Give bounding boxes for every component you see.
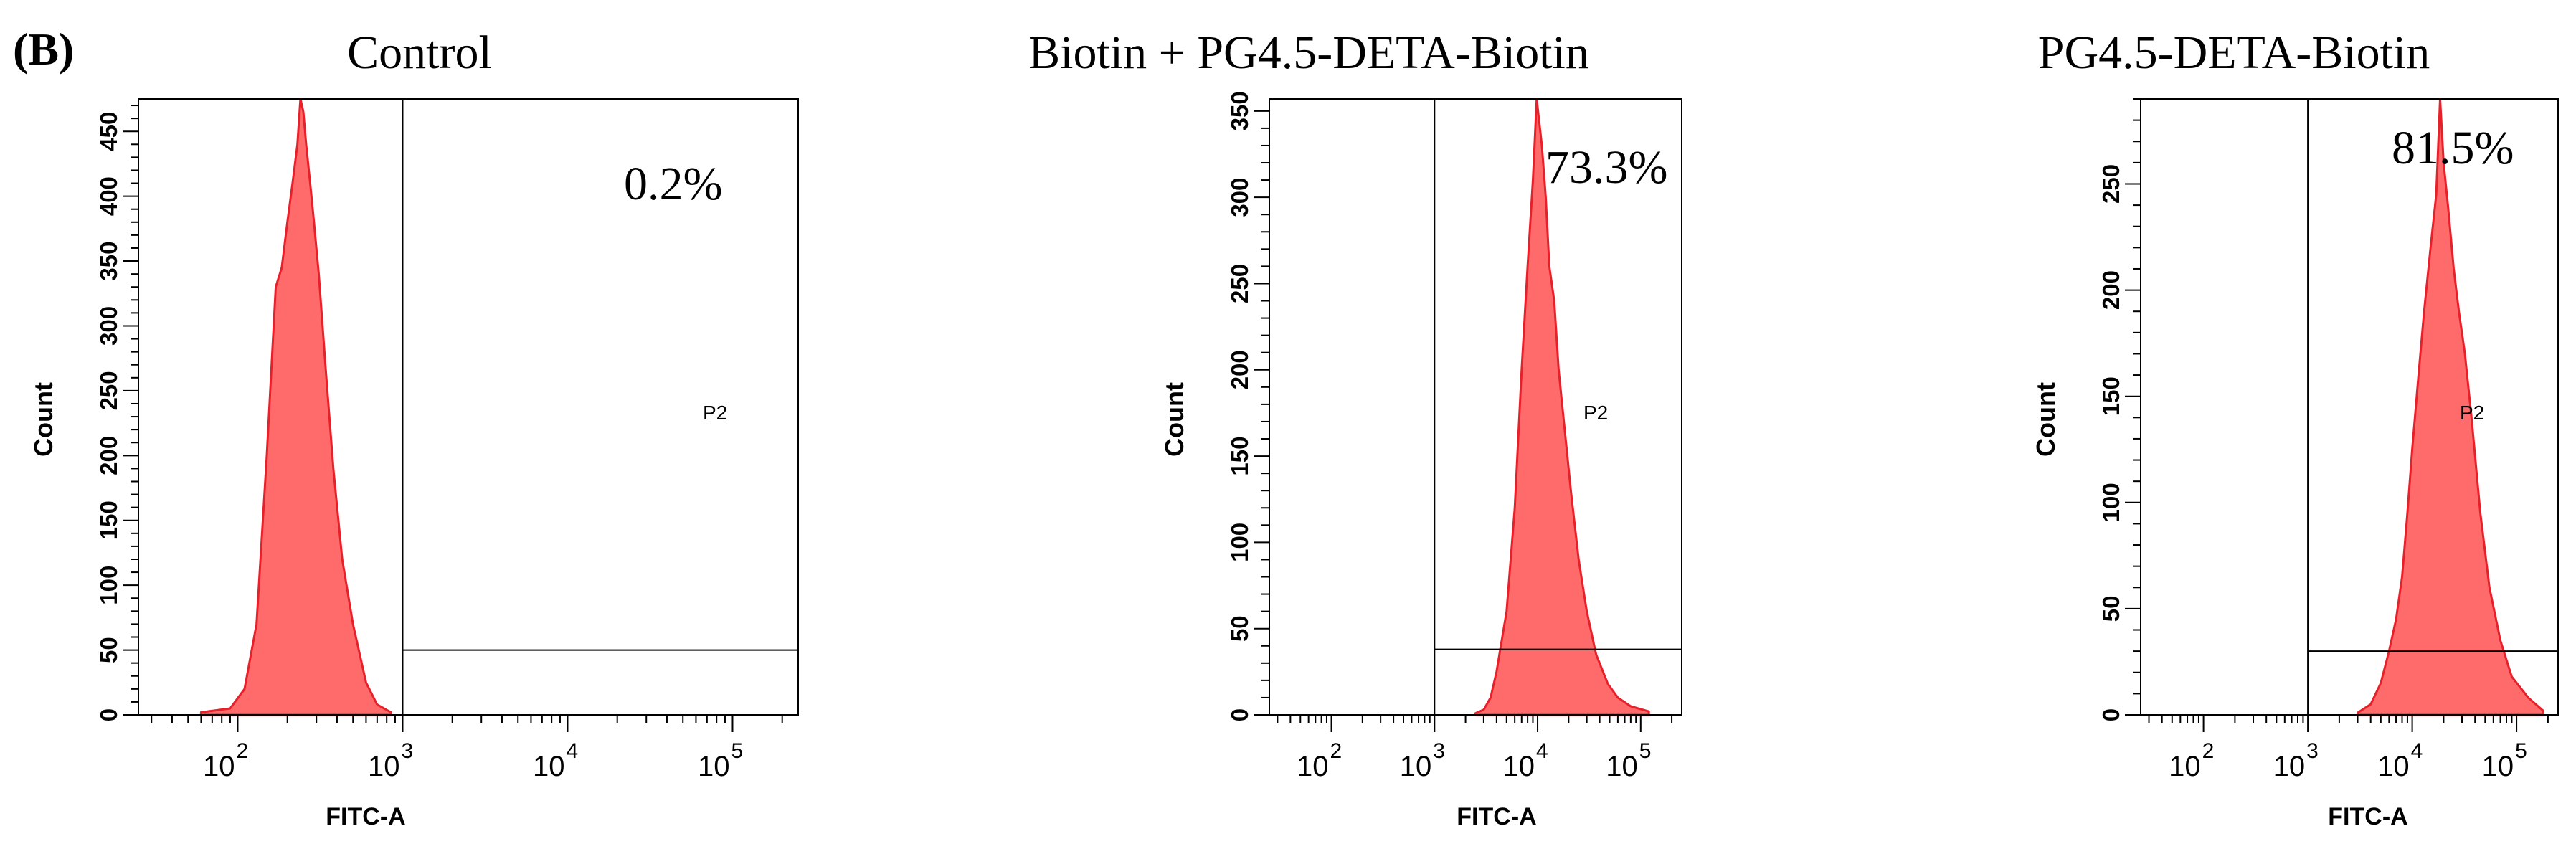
histogram-panel-1: Control P2 0.2% 0 50 100 150 200 250 300 350 400 450… [29, 27, 799, 830]
gate-percent-label: 0.2% [624, 158, 722, 210]
x-tick-label-base: 10 [533, 751, 565, 782]
x-tick-label-base: 10 [203, 751, 235, 782]
x-tick-label-base: 10 [1297, 751, 1329, 782]
y-tick-label: 200 [2098, 270, 2124, 310]
y-tick-label: 0 [2098, 708, 2124, 721]
y-tick-label: 100 [1226, 523, 1253, 562]
y-tick-label: 50 [2098, 596, 2124, 622]
plot-frame [2140, 98, 2559, 716]
x-axis-label: FITC-A [2328, 803, 2407, 830]
y-tick-label: 450 [95, 112, 122, 151]
histogram-area [2357, 98, 2544, 716]
x-tick-label-base: 10 [1400, 751, 1432, 782]
histogram-area [1474, 98, 1650, 716]
y-tick-label: 150 [1226, 437, 1253, 476]
histogram-panel-3: PG4.5-DETA-Biotin P2 81.5% 0 50 100 150 200 250 1… [2031, 27, 2559, 830]
y-tick-label: 250 [2098, 164, 2124, 204]
y-tick-label: 250 [1226, 264, 1253, 303]
y-axis-label: Count [29, 382, 58, 457]
plot-frame [138, 98, 799, 716]
y-tick-label: 150 [95, 500, 122, 540]
x-tick-label-exponent: 2 [1330, 739, 1343, 763]
panels: ControlP20.2%050100150200250300350400450… [29, 27, 2559, 830]
gate-name: P2 [1583, 402, 1608, 424]
x-tick-label-base: 10 [368, 751, 400, 782]
x-tick-label-base: 10 [1503, 751, 1535, 782]
y-axis-label: Count [2031, 382, 2060, 457]
y-tick-label: 0 [1226, 708, 1253, 721]
y-tick-label: 100 [2098, 483, 2124, 522]
x-tick-label-exponent: 5 [731, 739, 743, 763]
y-tick-label: 300 [1226, 178, 1253, 217]
y-tick-label: 350 [1226, 91, 1253, 130]
plot-frame [1269, 98, 1682, 716]
x-tick-label-exponent: 3 [401, 739, 413, 763]
x-tick-label-exponent: 3 [2306, 739, 2319, 763]
gate-name: P2 [703, 402, 727, 424]
figure-label: (B) [13, 24, 74, 75]
x-tick-label-exponent: 2 [236, 739, 248, 763]
x-tick-label-base: 10 [2273, 751, 2306, 782]
x-tick-label-base: 10 [2482, 751, 2514, 782]
panel-title: Biotin + PG4.5-DETA-Biotin [1028, 27, 1589, 79]
y-tick-label: 50 [1226, 615, 1253, 642]
x-axis-label: FITC-A [1457, 803, 1536, 830]
y-tick-label: 300 [95, 306, 122, 346]
x-tick-label-exponent: 4 [1536, 739, 1548, 763]
panel-title: PG4.5-DETA-Biotin [2038, 27, 2430, 79]
y-tick-label: 150 [2098, 376, 2124, 416]
y-tick-label: 50 [95, 637, 122, 663]
y-tick-label: 200 [1226, 350, 1253, 389]
histogram-panel-2: Biotin + PG4.5-DETA-Biotin P2 73.3% 0 50 100 1… [1028, 27, 1682, 830]
gate-percent-label: 73.3% [1545, 141, 1667, 194]
x-tick-label-exponent: 5 [1639, 739, 1652, 763]
x-tick-label-base: 10 [698, 751, 730, 782]
gate-percent-label: 81.5% [2392, 122, 2514, 174]
x-tick-label-base: 10 [1606, 751, 1638, 782]
y-tick-label: 0 [95, 708, 122, 721]
y-tick-label: 400 [95, 176, 122, 216]
y-tick-label: 100 [95, 566, 122, 605]
x-tick-label-base: 10 [2377, 751, 2410, 782]
x-tick-label-exponent: 5 [2515, 739, 2527, 763]
x-tick-label-exponent: 4 [566, 739, 578, 763]
histogram-area [199, 98, 392, 716]
x-tick-label-base: 10 [2169, 751, 2201, 782]
x-tick-label-exponent: 3 [1433, 739, 1445, 763]
y-tick-label: 250 [95, 371, 122, 410]
x-axis-label: FITC-A [326, 803, 405, 830]
x-tick-label-exponent: 4 [2411, 739, 2423, 763]
y-tick-label: 350 [95, 242, 122, 281]
y-axis-label: Count [1160, 382, 1189, 457]
x-tick-label-exponent: 2 [2202, 739, 2215, 763]
panel-title: Control [347, 27, 492, 79]
gate-name: P2 [2460, 402, 2484, 424]
y-tick-label: 200 [95, 436, 122, 475]
